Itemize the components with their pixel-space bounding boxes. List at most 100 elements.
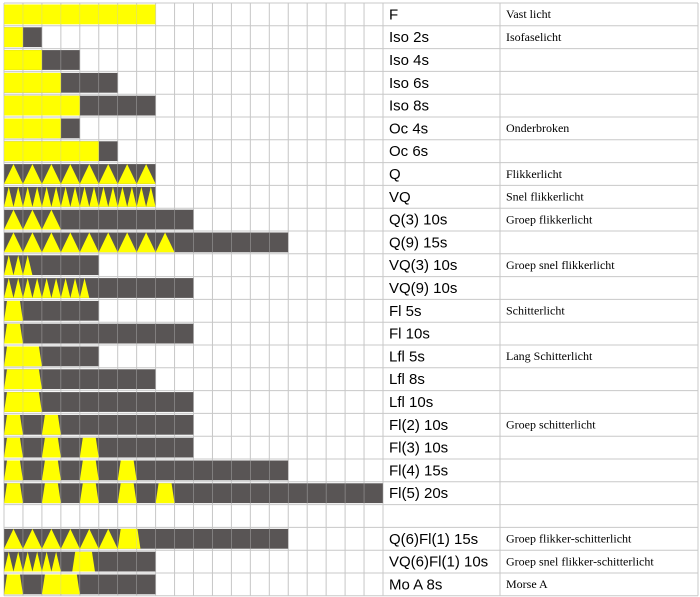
flash-triangle (127, 186, 137, 207)
flash-triangle (79, 232, 99, 253)
flash (4, 323, 23, 344)
code: VQ(6)Fl(1) 10s (389, 554, 488, 571)
dark-period (4, 300, 99, 321)
description: Morse A (506, 577, 548, 591)
flash-triangle (22, 255, 33, 276)
flash-triangle (136, 164, 156, 184)
flash-triangle (13, 278, 23, 298)
flash-triangle (22, 164, 42, 184)
code: Mo A 8s (389, 576, 442, 593)
code: Lfl 8s (389, 371, 425, 388)
flash-triangle (70, 278, 80, 298)
code: Oc 6s (389, 143, 428, 160)
description: Vast licht (506, 7, 552, 21)
flash (117, 483, 137, 504)
flash-triangle (89, 186, 99, 207)
flash-triangle (22, 186, 33, 207)
code: Q (389, 166, 401, 183)
flash-triangle (98, 232, 118, 253)
description: Groep flikkerlicht (506, 212, 593, 226)
description: Schitterlicht (506, 304, 565, 318)
flash-triangle (79, 186, 90, 207)
flash-triangle (13, 551, 23, 572)
code: Lfl 5s (389, 348, 425, 365)
code: Fl 5s (389, 303, 422, 320)
flash-triangle (41, 528, 61, 549)
flash-triangle (146, 186, 156, 207)
code: Fl(5) 20s (389, 485, 448, 502)
description: Isofaselicht (506, 30, 562, 44)
flash-triangle (41, 551, 52, 572)
code: VQ(3) 10s (389, 257, 457, 274)
description: Groep snel flikkerlicht (506, 258, 615, 272)
code: Fl(3) 10s (389, 440, 448, 457)
flash-triangle (4, 528, 23, 549)
flash-triangle (51, 186, 61, 207)
dark-period (4, 460, 289, 481)
description: Flikkerlicht (506, 167, 563, 181)
flash-triangle (60, 528, 80, 549)
flash (41, 483, 61, 504)
code: Q(3) 10s (389, 212, 447, 229)
flash-triangle (41, 209, 61, 230)
light-period (4, 118, 61, 139)
flash-triangle (4, 278, 14, 298)
code: Q(6)Fl(1) 15s (389, 531, 478, 548)
flash-triangle (4, 209, 23, 230)
flash-triangle (51, 278, 61, 298)
flash-triangle (60, 232, 80, 253)
flash-triangle (79, 278, 90, 298)
flash-triangle (98, 164, 118, 184)
flash-triangle (51, 551, 61, 572)
flash (79, 460, 99, 481)
description: Groep snel flikker-schitterlicht (506, 554, 654, 568)
flash (117, 528, 141, 549)
flash (4, 414, 23, 435)
flash-triangle (41, 164, 61, 184)
flash-triangle (22, 278, 33, 298)
flash-triangle (117, 232, 137, 253)
flash (117, 460, 137, 481)
flash (4, 300, 23, 321)
code: VQ (389, 189, 411, 206)
flash-triangle (70, 186, 80, 207)
flash (41, 437, 61, 458)
flash-triangle (4, 255, 14, 276)
flash-triangle (136, 186, 147, 207)
code: VQ(9) 10s (389, 280, 457, 297)
flash-triangle (22, 528, 42, 549)
flash (4, 437, 23, 458)
code: Q(9) 15s (389, 234, 447, 251)
flash-triangle (155, 232, 175, 253)
flash-triangle (98, 186, 109, 207)
flash-triangle (13, 255, 23, 276)
flash-triangle (22, 209, 42, 230)
flash (155, 483, 175, 504)
flash (79, 437, 99, 458)
flash (72, 551, 95, 572)
flash-triangle (4, 551, 14, 572)
code: Lfl 10s (389, 394, 433, 411)
flash-triangle (108, 186, 118, 207)
flash-triangle (32, 186, 42, 207)
flash (79, 483, 99, 504)
flash-triangle (22, 232, 42, 253)
flash-triangle (60, 278, 71, 298)
light-period (4, 141, 99, 162)
code: Fl 10s (389, 326, 430, 343)
flash-triangle (117, 186, 128, 207)
description: Onderbroken (506, 121, 569, 135)
description: Snel flikkerlicht (506, 190, 584, 204)
code: Oc 4s (389, 120, 428, 137)
flash-triangle (79, 164, 99, 184)
flash (41, 460, 61, 481)
flash-triangle (4, 186, 14, 207)
description: Lang Schitterlicht (506, 349, 593, 363)
flash-triangle (60, 186, 71, 207)
flash (4, 574, 23, 595)
flash-triangle (98, 528, 118, 549)
flash-triangle (41, 278, 52, 298)
flash (4, 460, 23, 481)
flash-triangle (41, 232, 61, 253)
